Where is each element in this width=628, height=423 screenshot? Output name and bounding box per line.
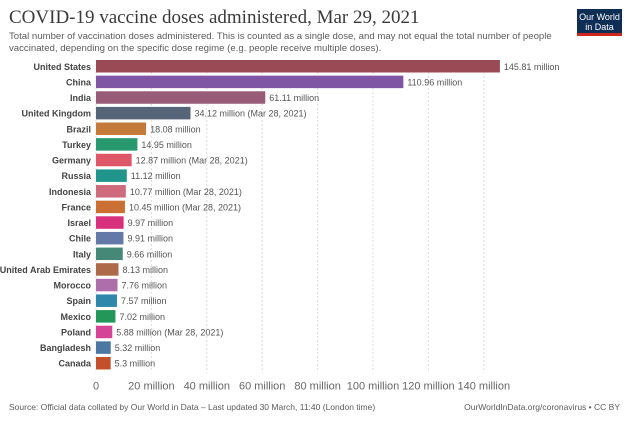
source-note: Source: Official data collated by Our Wo…	[9, 402, 376, 412]
bar-spain	[96, 294, 117, 307]
bar-indonesia	[96, 185, 126, 198]
category-label: Mexico	[60, 312, 91, 322]
category-label: Italy	[73, 249, 91, 259]
category-label: Bangladesh	[40, 343, 91, 353]
category-label: United Arab Emirates	[0, 265, 91, 275]
category-label: Turkey	[62, 140, 91, 150]
category-label: India	[70, 93, 92, 103]
value-label: 7.76 million	[121, 281, 167, 291]
value-label: 9.66 million	[127, 249, 173, 259]
bar-morocco	[96, 278, 118, 292]
category-label: Brazil	[66, 124, 91, 134]
bar-mexico	[96, 310, 116, 323]
category-label: China	[66, 77, 92, 87]
category-label: Poland	[61, 327, 91, 337]
bar-china	[96, 75, 404, 89]
bar-canada	[96, 356, 111, 370]
value-label: 5.32 million	[115, 343, 161, 353]
bar-united-arab-emirates	[96, 263, 119, 276]
category-label: Canada	[58, 359, 92, 369]
bar-poland	[96, 325, 113, 339]
category-label: Germany	[52, 156, 91, 166]
category-label: United Kingdom	[22, 109, 92, 119]
category-label: Morocco	[53, 281, 91, 291]
value-label: 61.11 million	[269, 93, 319, 103]
bar-italy	[96, 247, 123, 261]
bar-chile	[96, 231, 124, 245]
category-label: Spain	[66, 296, 91, 306]
value-label: 11.12 million	[131, 171, 181, 181]
value-label: 5.88 million (Mar 28, 2021)	[116, 327, 223, 337]
x-tick-label: 20 million	[128, 381, 174, 393]
value-label: 7.57 million	[121, 296, 167, 306]
bar-turkey	[96, 138, 138, 151]
bar-bangladesh	[96, 341, 111, 354]
credit-link[interactable]: OurWorldInData.org/coronavirus • CC BY	[464, 402, 620, 412]
category-label: Russia	[61, 171, 92, 181]
x-tick-label: 80 million	[294, 381, 340, 393]
value-label: 5.3 million	[115, 359, 156, 369]
bar-germany	[96, 153, 132, 167]
x-tick-label: 140 million	[458, 381, 511, 393]
value-label: 9.97 million	[128, 218, 174, 228]
value-label: 18.08 million	[150, 124, 201, 134]
category-label: France	[61, 202, 91, 212]
chart-title: COVID-19 vaccine doses administered, Mar…	[9, 7, 420, 28]
value-label: 10.45 million (Mar 28, 2021)	[129, 202, 241, 212]
bar-brazil	[96, 122, 147, 136]
bar-united-states	[96, 60, 500, 73]
category-label: United States	[33, 62, 91, 72]
bar-france	[96, 200, 125, 214]
chart-subtitle: Total number of vaccination doses admini…	[9, 31, 552, 54]
category-label: Chile	[69, 234, 91, 244]
x-tick-label: 0	[93, 381, 99, 393]
bar-israel	[96, 216, 124, 229]
x-tick-label: 120 million	[402, 381, 455, 393]
logo-text: Our World in Data	[579, 12, 620, 32]
value-label: 12.87 million (Mar 28, 2021)	[136, 156, 248, 166]
value-label: 145.81 million	[504, 62, 560, 72]
value-label: 14.95 million	[141, 140, 192, 150]
bar-russia	[96, 169, 127, 182]
value-label: 10.77 million (Mar 28, 2021)	[130, 187, 242, 197]
owid-logo[interactable]: Our World in Data	[577, 9, 622, 36]
value-label: 34.12 million (Mar 28, 2021)	[195, 109, 307, 119]
category-label: Israel	[67, 218, 91, 228]
x-tick-label: 40 million	[184, 381, 230, 393]
x-tick-label: 100 million	[347, 381, 400, 393]
value-label: 7.02 million	[119, 312, 165, 322]
value-label: 8.13 million	[123, 265, 169, 275]
bar-united-kingdom	[96, 106, 191, 120]
value-label: 110.96 million	[407, 77, 462, 87]
value-label: 9.91 million	[127, 234, 173, 244]
bar-india	[96, 91, 266, 104]
x-tick-label: 60 million	[239, 381, 285, 393]
bar-chart: 0 20 million 40 million 60 million 80 millio…	[0, 60, 560, 393]
category-label: Indonesia	[49, 187, 92, 197]
